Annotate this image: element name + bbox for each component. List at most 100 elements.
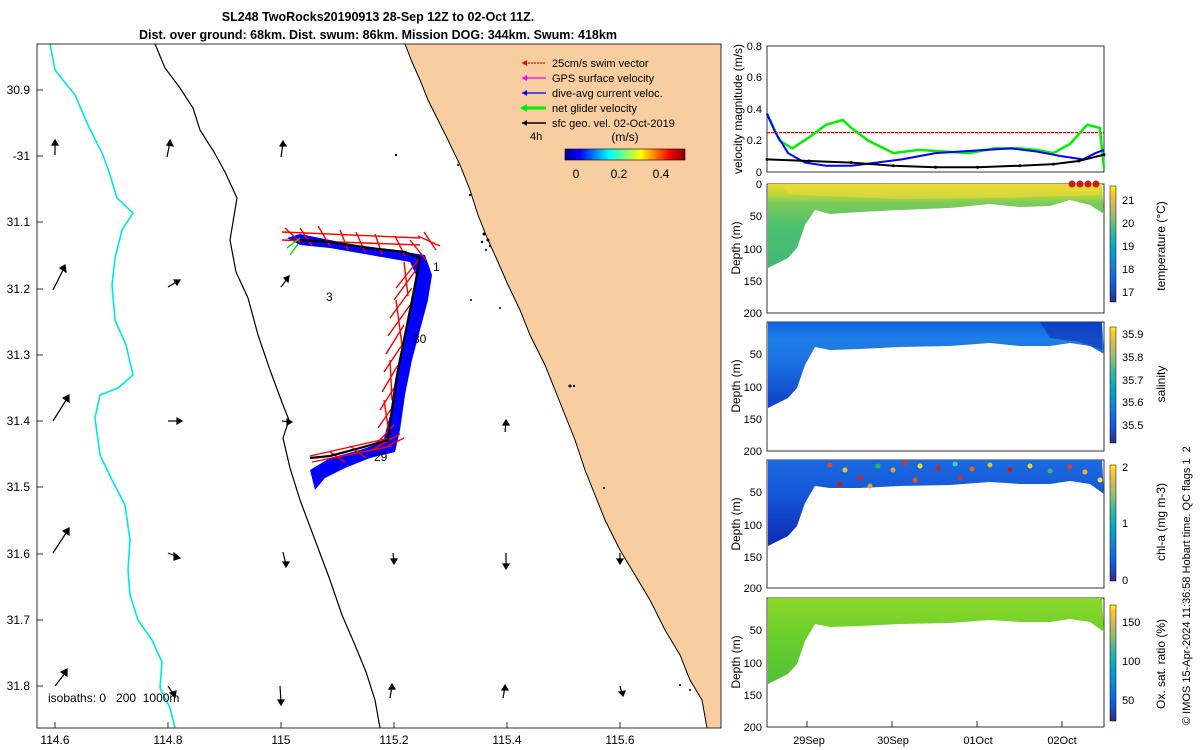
temp-cbar-tick: 21 [1122,195,1134,207]
ox-colorbar [1109,604,1117,722]
sal-depth-tick: 50 [750,349,762,361]
velocity-series-4 [766,153,1105,169]
chla-depth-tick: 200 [744,583,762,595]
temperature-section [768,184,1104,268]
chla-depth-tick: 100 [744,520,762,532]
oxygen-panel [766,597,1105,728]
sal-cbar-tick: 35.6 [1122,397,1143,409]
velocity-point [1077,159,1081,163]
velocity-y-tick: 0.8 [747,41,762,53]
ox-ylabel: Depth (m) [729,635,743,688]
section-axes: 0 50 100 150 200 50 100 150 200 50 100 1… [729,179,1077,747]
chla-depth-tick: 150 [744,552,762,564]
velocity-series-2 [765,113,1106,169]
time-x-tick: 29Sep [793,735,825,747]
map-colorbar-tick: 0 [573,167,580,181]
chla-cbar-tick: 2 [1122,462,1128,474]
sal-depth-tick: 150 [744,414,762,426]
velocity-point [1051,162,1055,166]
ox-cbar-tick: 50 [1122,695,1134,707]
map-y-tick-label: 31.6 [7,547,31,561]
temp-depth-tick: 100 [744,244,762,256]
chla-ylabel: Depth (m) [729,497,743,550]
isobath-1000m [49,43,176,729]
velocity-point [976,165,980,169]
velocity-y-tick: 0 [756,167,762,179]
velocity-point [891,164,895,168]
velocity-point [765,157,769,161]
temp-cbar-label: temperature (°C) [1154,201,1168,291]
map-x-tick-label: 115.2 [379,733,408,747]
map-y-ticks [37,89,43,687]
velocity-y-tick: 0.4 [747,104,762,116]
temp-depth-tick: 50 [750,211,762,223]
map-y-tick-label: 31.8 [7,679,31,693]
chla-depth-tick: 50 [750,487,762,499]
section-colorbars: 21 20 19 18 17 temperature (°C) 35.9 35.… [1109,185,1168,722]
temperature-warm-layer [780,184,1100,199]
velocity-ylabel: velocity magnitude (m/s) [731,44,745,174]
footer-credit: © IMOS 15-Apr-2024 11:36:58 Hobart time.… [1181,446,1193,725]
temperature-panel [766,180,1105,314]
title-line-1: SL248 TwoRocks20190913 28-Sep 12Z to 02-… [222,10,534,24]
sal-cbar-tick: 35.5 [1122,420,1143,432]
map-x-tick-label: 114.6 [40,733,69,747]
svg-text:GPS surface velocity: GPS surface velocity [552,73,655,85]
ox-depth-tick: 50 [750,625,762,637]
sal-cbar-tick: 35.8 [1122,352,1143,364]
chla-cbar-tick: 1 [1122,518,1128,530]
map-frame [36,43,722,729]
sal-cbar-tick: 35.9 [1122,329,1143,341]
track-label-1: 1 [433,260,440,274]
chla-dots [827,460,1103,489]
oxygen-section [768,598,1104,684]
map-colorbar-tick: 0.2 [611,167,628,181]
map-x-tick-label: 115 [271,733,290,747]
temp-colorbar [1109,185,1117,303]
temp-cbar-tick: 20 [1122,218,1134,230]
islands [394,153,691,691]
ox-cbar-tick: 100 [1122,656,1140,668]
map-y-tick-label: 31.3 [7,348,31,362]
velocity-y-ticks: 0.8 0.6 0.4 0.2 0 [747,41,762,179]
sal-depth-tick: 200 [744,446,762,458]
title-line-2: Dist. over ground: 68km. Dist. swum: 86k… [139,28,617,42]
map-x-tick-label: 115.6 [605,733,634,747]
ox-cbar-tick: 150 [1122,617,1140,629]
salinity-low-layer [1040,322,1102,350]
coastline [404,43,708,729]
swim-vectors [281,225,441,463]
ox-depth-tick: 100 [744,658,762,670]
map-x-ticks [54,722,621,728]
land-area [405,44,721,728]
time-x-tick: 02Oct [1047,735,1076,747]
velocity-y-tick: 0.6 [747,72,762,84]
track-label-3: 3 [326,290,333,304]
legend-item-geo: sfc geo. vel. 02-Oct-2019 [522,118,675,130]
velocity-point [1018,164,1022,168]
legend-item-net: net glider velocity [520,103,637,115]
temp-ylabel: Depth (m) [729,221,743,274]
svg-text:sfc geo. vel. 02-Oct-2019: sfc geo. vel. 02-Oct-2019 [552,118,675,130]
chla-section [768,460,1104,546]
legend-item-current: dive-avg current veloc. [522,88,663,100]
map-y-tick-label: 30.9 [7,83,31,97]
map-colorbar-tick: 0.4 [653,167,670,181]
temp-depth-tick: 200 [744,308,762,320]
isobaths-label: isobaths: 0 200 1000m [48,691,179,705]
salinity-section [768,322,1104,408]
map-x-tick-labels: 114.6 114.8 115 115.2 115.4 115.6 [40,733,634,747]
current-arrows [50,138,626,707]
legend-item-gps: GPS surface velocity [522,73,655,85]
velocity-point [849,161,853,165]
map-y-tick-label: 31.7 [7,613,31,627]
map-y-tick-labels: 30.9 -31 31.1 31.2 31.3 31.4 31.5 31.6 3… [7,83,31,693]
map-y-tick-label: 31.1 [7,215,31,229]
temp-depth-tick: 0 [756,179,762,191]
time-x-tick: 30Sep [877,735,909,747]
legend-time-label: 4h [530,131,542,143]
svg-text:dive-avg current veloc.: dive-avg current veloc. [552,88,663,100]
map-legend: 25cm/s swim vector GPS surface velocity … [520,58,686,181]
velocity-point [807,159,811,163]
